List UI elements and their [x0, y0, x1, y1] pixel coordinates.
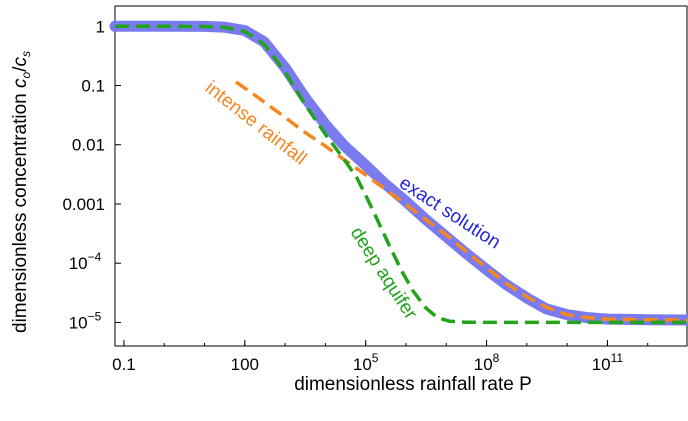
- annotation-deep-aquifer: deep aquifer: [346, 223, 422, 324]
- x-tick-label: 105: [353, 351, 379, 374]
- series-line-deep-aquifer: [115, 24, 688, 325]
- y-axis-title-numerator-sub: o: [19, 71, 33, 78]
- x-tick-label: 0.1: [112, 355, 136, 374]
- y-axis-title-denominator: c: [10, 57, 31, 67]
- plot-frame: [114, 5, 688, 347]
- y-tick-label: 10−5: [69, 309, 102, 332]
- y-axis-title-denominator-sub: s: [19, 51, 33, 57]
- x-tick-label: 108: [474, 351, 500, 374]
- series-layer: [109, 20, 688, 326]
- y-axis-title-prefix: dimensionless concentration: [10, 88, 31, 333]
- y-axis: 1 0.1 0.01 0.001 10−4 10−5: [62, 17, 121, 332]
- y-tick-label: 0.01: [72, 136, 105, 155]
- x-axis: 0.1 100 105 108 1011: [112, 340, 649, 374]
- y-axis-title: dimensionless concentration co/cs: [10, 51, 33, 333]
- x-tick-label: 100: [231, 355, 259, 374]
- y-tick-label: 1: [96, 17, 105, 36]
- y-tick-label: 0.1: [81, 77, 105, 96]
- y-tick-label: 10−4: [69, 250, 102, 273]
- y-tick-label: 0.001: [62, 195, 105, 214]
- y-axis-title-slash: /: [10, 66, 31, 72]
- y-axis-title-numerator: c: [10, 78, 31, 88]
- x-axis-title: dimensionless rainfall rate P: [294, 374, 532, 395]
- x-tick-label: 1011: [592, 351, 624, 374]
- series-line-intense-rainfall: [234, 80, 688, 322]
- series-line-exact-solution: [109, 20, 688, 326]
